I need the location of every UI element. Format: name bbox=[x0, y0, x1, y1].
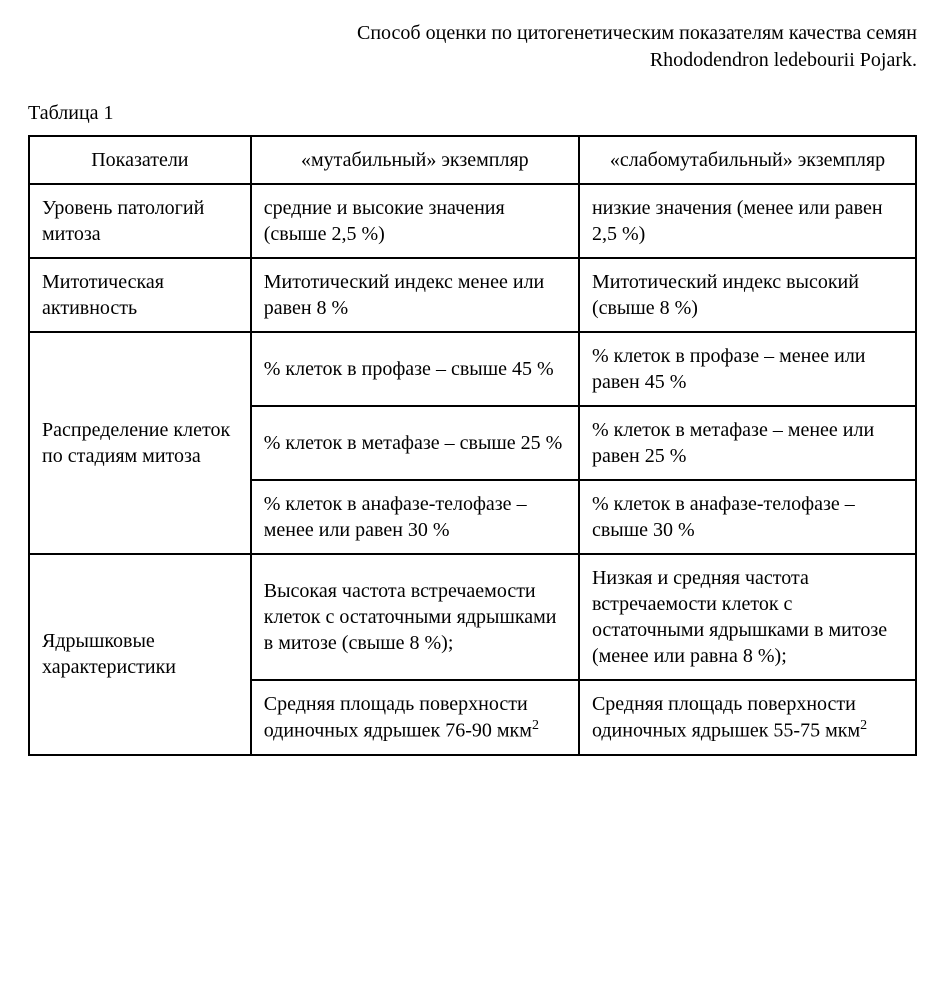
low-mutable-cell: % клеток в метафазе – менее или равен 25… bbox=[579, 406, 916, 480]
header-line-2: Rhododendron ledebourii Pojark. bbox=[28, 47, 917, 74]
low-mutable-cell: % клеток в профазе – менее или равен 45 … bbox=[579, 332, 916, 406]
col-header-low-mutable: «слабомутабильный» экземпляр bbox=[579, 136, 916, 184]
mutable-cell: Митотический индекс менее или равен 8 % bbox=[251, 258, 579, 332]
table-row: Ядрышковые характеристикиВысокая частота… bbox=[29, 554, 916, 680]
col-header-indicator: Показатели bbox=[29, 136, 251, 184]
col-header-mutable: «мутабильный» экземпляр bbox=[251, 136, 579, 184]
low-mutable-cell: Митотический индекс высокий (свыше 8 %) bbox=[579, 258, 916, 332]
header-line-1: Способ оценки по цитогенетическим показа… bbox=[28, 20, 917, 47]
table-row: Митотическая активностьМитотический инде… bbox=[29, 258, 916, 332]
indicator-cell: Уровень патологий митоза bbox=[29, 184, 251, 258]
mutable-cell: средние и высокие значения (свыше 2,5 %) bbox=[251, 184, 579, 258]
mutable-cell: % клеток в анафазе-телофазе – менее или … bbox=[251, 480, 579, 554]
low-mutable-cell: Низкая и средняя частота встречаемости к… bbox=[579, 554, 916, 680]
table-label: Таблица 1 bbox=[28, 102, 917, 125]
low-mutable-cell: низкие значения (менее или равен 2,5 %) bbox=[579, 184, 916, 258]
data-table: Показатели «мутабильный» экземпляр «слаб… bbox=[28, 135, 917, 756]
table-header-row: Показатели «мутабильный» экземпляр «слаб… bbox=[29, 136, 916, 184]
mutable-cell: % клеток в профазе – свыше 45 % bbox=[251, 332, 579, 406]
indicator-cell: Митотическая активность bbox=[29, 258, 251, 332]
indicator-cell: Распределение клеток по стадиям митоза bbox=[29, 332, 251, 554]
mutable-cell: Высокая частота встречаемости клеток с о… bbox=[251, 554, 579, 680]
indicator-cell: Ядрышковые характеристики bbox=[29, 554, 251, 755]
table-row: Уровень патологий митозасредние и высоки… bbox=[29, 184, 916, 258]
mutable-cell: Средняя площадь поверхности одиночных яд… bbox=[251, 680, 579, 755]
mutable-cell: % клеток в метафазе – свыше 25 % bbox=[251, 406, 579, 480]
low-mutable-cell: Средняя площадь поверхности одиночных яд… bbox=[579, 680, 916, 755]
document-header: Способ оценки по цитогенетическим показа… bbox=[28, 20, 917, 74]
low-mutable-cell: % клеток в анафазе-телофазе – свыше 30 % bbox=[579, 480, 916, 554]
table-row: Распределение клеток по стадиям митоза% … bbox=[29, 332, 916, 406]
